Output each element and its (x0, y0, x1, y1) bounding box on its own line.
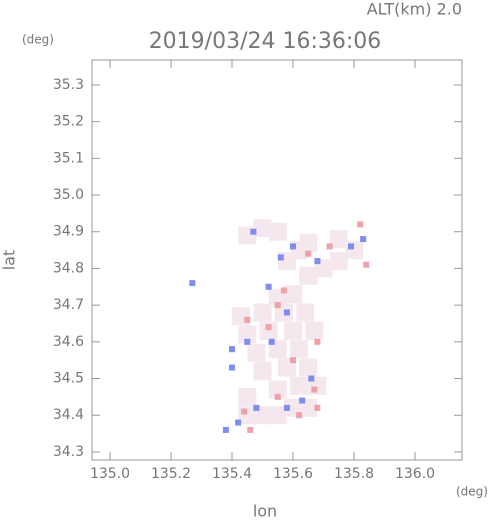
data-patch (280, 287, 287, 294)
data-patch (347, 243, 354, 250)
plot-frame (91, 59, 463, 461)
data-patch (268, 406, 287, 425)
data-patch (268, 338, 275, 345)
y-tick-label: 34.3 (53, 444, 84, 460)
data-patch (299, 358, 318, 377)
data-patch (311, 386, 318, 393)
y-tick-label: 34.5 (53, 371, 84, 387)
y-tick-label: 35.1 (53, 150, 84, 166)
y-tick-label: 34.7 (53, 297, 84, 313)
x-tick-label: 135.0 (90, 466, 130, 482)
data-patch (265, 324, 272, 331)
data-patch (244, 338, 251, 345)
y-tick-label: 34.8 (53, 260, 84, 276)
data-patch (299, 397, 306, 404)
data-patch (329, 252, 348, 271)
x-tick-label: 135.2 (151, 466, 191, 482)
data-patch (241, 408, 248, 415)
y-tick-label: 35.2 (53, 114, 84, 130)
data-patch (290, 357, 297, 364)
data-patch (363, 261, 370, 268)
data-patch (305, 250, 312, 257)
x-tick-label: 135.6 (273, 466, 313, 482)
data-patch (290, 376, 309, 395)
data-patch (229, 364, 236, 371)
data-patch (247, 426, 254, 433)
y-axis-label: lat (0, 250, 19, 271)
data-patch (290, 340, 309, 359)
data-patch (357, 221, 364, 228)
chart-subtitle: ALT(km) 2.0 (367, 0, 462, 19)
data-patch (268, 380, 287, 399)
data-patch (268, 222, 287, 241)
plot-area (189, 219, 370, 433)
data-patch (299, 266, 318, 285)
y-tick-label: 34.6 (53, 334, 84, 350)
data-patch (274, 393, 281, 400)
data-patch (305, 321, 324, 340)
x-tick-label: 135.4 (212, 466, 252, 482)
data-patch (290, 243, 297, 250)
x-tick-label: 136.0 (395, 466, 435, 482)
data-patch (238, 325, 257, 344)
data-patch (296, 303, 315, 322)
data-patch (235, 419, 242, 426)
data-patch (296, 412, 303, 419)
x-unit: (deg) (456, 485, 488, 499)
data-patch (283, 309, 290, 316)
y-unit: (deg) (22, 33, 54, 47)
data-patch (244, 316, 251, 323)
data-patch (253, 362, 272, 381)
data-patch (265, 283, 272, 290)
x-axis-label: lon (253, 502, 277, 521)
data-patch (284, 285, 303, 304)
data-patch (308, 375, 315, 382)
y-tick-label: 34.9 (53, 224, 84, 240)
data-patch (274, 302, 281, 309)
x-tick-label: 135.8 (334, 466, 374, 482)
data-patch (222, 426, 229, 433)
data-patch (253, 404, 260, 411)
data-patch (229, 346, 236, 353)
data-patch (314, 404, 321, 411)
data-patch (329, 230, 348, 249)
data-patch (284, 321, 303, 340)
data-patch (326, 243, 333, 250)
data-patch (189, 280, 196, 287)
data-patch (360, 236, 367, 243)
data-patch (247, 343, 266, 362)
y-tick-label: 34.4 (53, 407, 84, 423)
data-patch (283, 404, 290, 411)
chart-title: 2019/03/24 16:36:06 (149, 29, 382, 54)
data-patch (238, 387, 257, 406)
data-patch (314, 258, 321, 265)
data-patch (253, 303, 272, 322)
data-patch (253, 219, 272, 238)
data-patch (277, 254, 284, 261)
data-patch (250, 228, 257, 235)
y-tick-label: 35.3 (53, 77, 84, 93)
data-patch (314, 338, 321, 345)
data-patch (259, 321, 278, 340)
y-tick-label: 35.0 (53, 187, 84, 203)
